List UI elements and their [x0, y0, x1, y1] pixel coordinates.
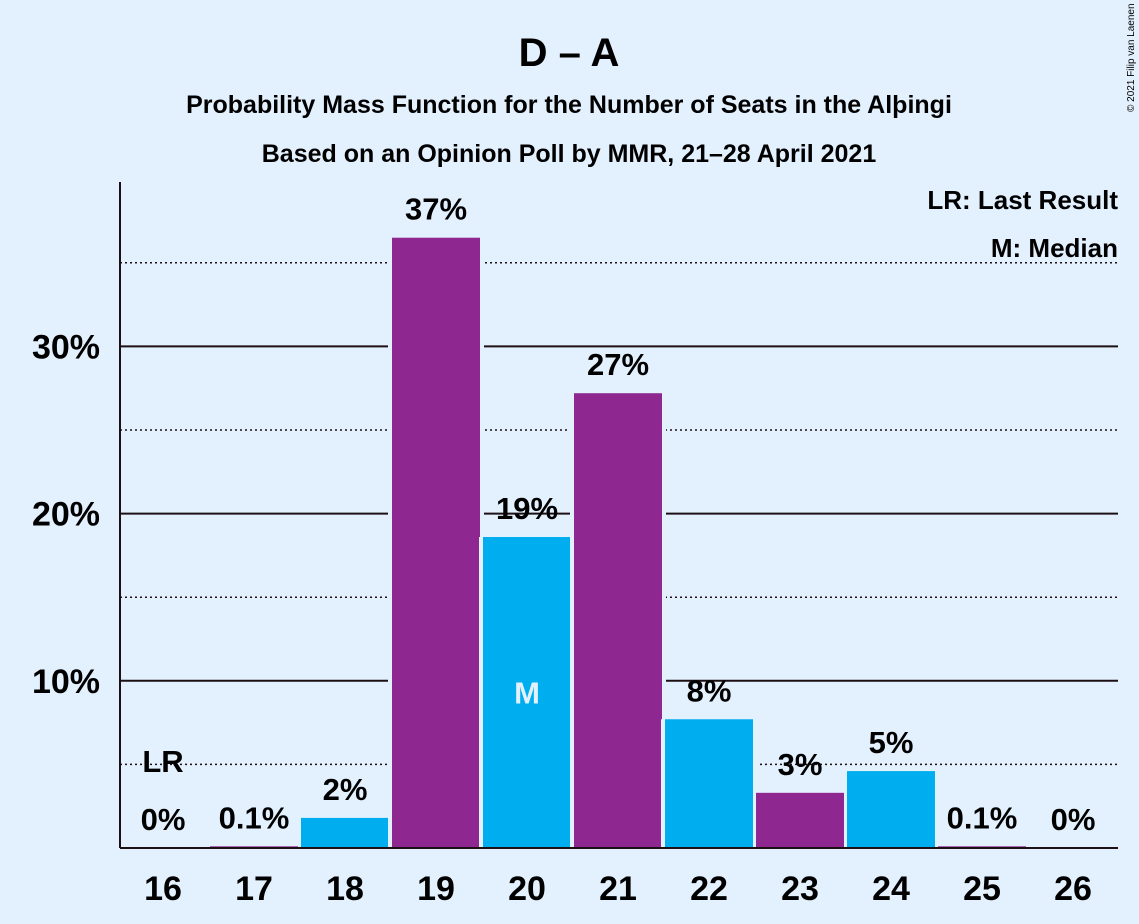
y-tick-label: 20%	[32, 496, 100, 534]
x-tick-label: 17	[235, 870, 273, 908]
data-label-21: 27%	[587, 347, 649, 382]
bar-21	[574, 393, 662, 848]
y-tick-label: 10%	[32, 663, 100, 701]
chart-subtitle: Probability Mass Function for the Number…	[186, 91, 952, 119]
bar-19	[392, 237, 480, 849]
bar-20	[483, 537, 571, 848]
legend-last-result: LR: Last Result	[927, 185, 1118, 215]
bar-22	[665, 719, 753, 848]
y-tick-label: 30%	[32, 328, 100, 366]
last-result-marker: LR	[142, 744, 183, 779]
bar-24	[847, 771, 935, 848]
x-tick-label: 18	[326, 870, 364, 908]
x-tick-label: 21	[599, 870, 637, 908]
data-label-18: 2%	[323, 772, 368, 807]
data-label-22: 8%	[687, 673, 732, 708]
bar-18	[301, 817, 389, 848]
x-tick-label: 22	[690, 870, 728, 908]
bar-23	[756, 792, 844, 848]
median-marker: M	[514, 676, 540, 711]
x-tick-label: 25	[963, 870, 1001, 908]
x-tick-label: 23	[781, 870, 819, 908]
data-label-26: 0%	[1051, 802, 1096, 837]
axes: 10% 20% 30% 16 17 18 19 20 21 22 23 24 25 26	[32, 182, 1118, 908]
copyright-text: © 2021 Filip van Laenen	[1126, 3, 1137, 112]
x-tick-label: 19	[417, 870, 455, 908]
data-label-20: 19%	[496, 491, 558, 526]
data-label-19: 37%	[405, 192, 467, 227]
x-tick-label: 20	[508, 870, 546, 908]
chart-subtitle-poll: Based on an Opinion Poll by MMR, 21–28 A…	[262, 140, 877, 168]
chart-title: D – A	[519, 31, 620, 75]
data-label-23: 3%	[778, 747, 823, 782]
x-tick-label: 16	[144, 870, 182, 908]
x-tick-label: 26	[1054, 870, 1092, 908]
data-label-16: 0%	[141, 802, 186, 837]
data-label-25: 0.1%	[947, 800, 1018, 835]
data-labels: 0% 0.1% 2% 37% 19% 27% 8% 3% 5% 0.1% 0% M LR	[141, 192, 1096, 837]
data-label-24: 5%	[869, 725, 914, 760]
legend-median: M: Median	[991, 233, 1118, 263]
bars	[210, 237, 1026, 849]
x-tick-label: 24	[872, 870, 910, 908]
data-label-17: 0.1%	[219, 800, 290, 835]
